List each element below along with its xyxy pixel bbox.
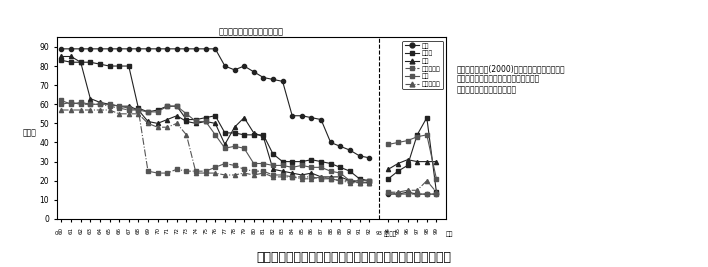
Text: 広島県呉市周辺６地点における浅海動物種類数の経年変動: 広島県呉市周辺６地点における浅海動物種類数の経年変動: [256, 251, 452, 264]
Text: 年度: 年度: [446, 231, 454, 237]
Text: 調査不能: 調査不能: [384, 231, 396, 237]
Legend: 鹿島, 呼習賀, 大応, 黒瀬川河口, 戸浜, 長浜・小坪: 鹿島, 呼習賀, 大応, 黒瀬川河口, 戸浜, 長浜・小坪: [402, 41, 443, 89]
Y-axis label: 種類別: 種類別: [23, 128, 37, 137]
Text: 0: 0: [55, 231, 58, 236]
Title: 地点別・総種類数の年次変遷: 地点別・総種類数の年次変遷: [219, 28, 284, 37]
Text: 出典：藤岡義隆(2000)、住民が見た瀬戸内海：
　　　海をわれらの手に、技術と人間、
　　　環瀬戸内海会議（編）: 出典：藤岡義隆(2000)、住民が見た瀬戸内海： 海をわれらの手に、技術と人間、…: [457, 64, 565, 94]
Text: 93: 93: [375, 231, 382, 236]
